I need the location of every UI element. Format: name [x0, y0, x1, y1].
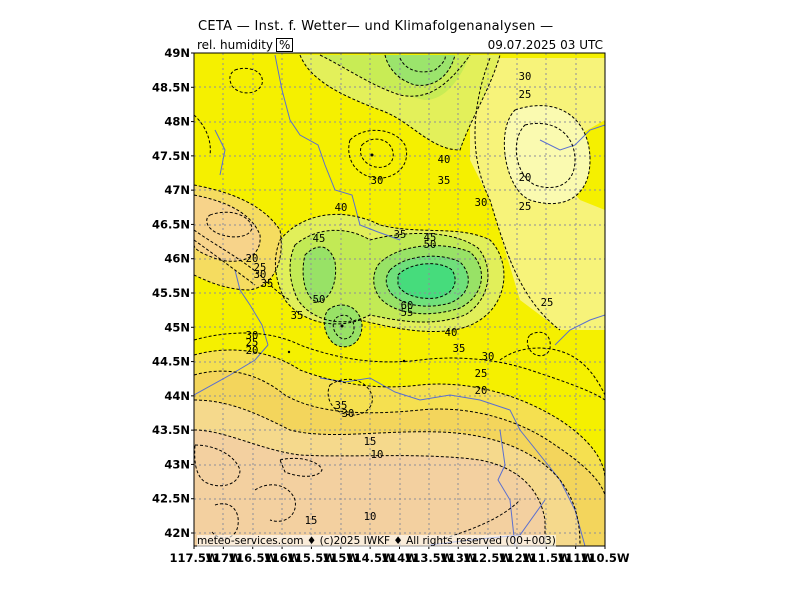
lon-label: 113.5W	[404, 551, 453, 565]
lon-label: 115W	[322, 551, 359, 565]
lon-label: 112W	[499, 551, 536, 565]
contour-label: 35	[291, 310, 304, 322]
contour-label: 25	[254, 262, 267, 274]
contour-label: 15	[305, 515, 318, 527]
lat-label: 47N	[164, 183, 190, 197]
contour-label: 30	[519, 71, 532, 83]
lat-label: 44.5N	[152, 355, 190, 369]
lon-label: 111W	[557, 551, 594, 565]
valid-time: 09.07.2025 03 UTC	[487, 38, 603, 52]
lon-label: 116.5W	[228, 551, 277, 565]
contour-label: 20	[519, 172, 532, 184]
contour-label: 20	[475, 385, 488, 397]
lat-label: 45N	[164, 320, 190, 334]
contour-label: 30	[482, 351, 495, 363]
contour-label: 40	[335, 202, 348, 214]
lon-label: 110.5W	[580, 551, 629, 565]
lat-label: 46N	[164, 252, 190, 266]
contour-label: 35	[453, 343, 466, 355]
lon-label: 111.5W	[522, 551, 571, 565]
humidity-contours	[194, 54, 605, 546]
contour-label: 60	[401, 300, 414, 312]
lon-label: 117W	[205, 551, 242, 565]
lon-label: 112.5W	[463, 551, 512, 565]
field-label: rel. humidity%	[197, 38, 294, 52]
lat-label: 44N	[164, 389, 190, 403]
station-dot	[370, 153, 374, 157]
contour-label: 30	[475, 197, 488, 209]
contour-label: 25	[519, 89, 532, 101]
station-dot	[402, 359, 406, 363]
contour-label: 25	[541, 297, 554, 309]
fill-60-65	[398, 263, 456, 299]
lon-label: 116W	[264, 551, 301, 565]
contour-label: 45	[424, 232, 437, 244]
footer-credit: meteo-services.com ♦ (c)2025 IWKF ♦ All …	[197, 535, 556, 547]
lon-label: 117.5W	[169, 551, 218, 565]
lat-label: 48.5N	[152, 80, 190, 94]
contour-label: 35	[438, 175, 451, 187]
contour-label: 50	[424, 239, 437, 251]
contour-label: 35	[261, 278, 274, 290]
contour-label: 30	[246, 330, 259, 342]
contour-label: 10	[364, 511, 377, 523]
contour-label: 10	[371, 449, 384, 461]
lat-lon-grid	[194, 53, 605, 546]
lat-label: 49N	[164, 46, 190, 60]
axis-ticks	[191, 52, 606, 549]
lat-label: 43.5N	[152, 423, 190, 437]
lat-label: 42N	[164, 526, 190, 540]
lon-label: 115.5W	[287, 551, 336, 565]
lon-label: 114.5W	[346, 551, 395, 565]
contour-label: 25	[519, 201, 532, 213]
lat-label: 47.5N	[152, 149, 190, 163]
station-dot	[340, 324, 344, 328]
latitude-labels: 49N 48.5N 48N 47.5N 47N 46.5N 46N 45.5N 45N 44.5N…	[152, 46, 190, 540]
contour-label: 45	[313, 233, 326, 245]
lat-label: 48N	[164, 115, 190, 129]
longitude-labels: 117.5W117W116.5W116W115.5W115W114.5W114W…	[169, 551, 629, 565]
page-title: CETA — Inst. f. Wetter— und Klimafolgena…	[198, 19, 554, 34]
contour-label: 30	[254, 269, 267, 281]
contour-label: 30	[371, 175, 384, 187]
contour-label: 30	[342, 408, 355, 420]
contour-label: 25	[475, 368, 488, 380]
lat-label: 42.5N	[152, 492, 190, 506]
contour-label: 35	[335, 400, 348, 412]
lat-label: 43N	[164, 457, 190, 471]
station-dot	[287, 350, 291, 354]
contour-label: 25	[246, 337, 259, 349]
contour-label: 50	[313, 294, 326, 306]
contour-label: 20	[246, 345, 259, 357]
lon-label: 113W	[440, 551, 477, 565]
contour-label: 55	[401, 307, 414, 319]
contour-label: 15	[364, 436, 377, 448]
lon-label: 114W	[381, 551, 418, 565]
lat-label: 45.5N	[152, 286, 190, 300]
field-name: rel. humidity	[197, 38, 274, 52]
contour-label: 20	[246, 253, 259, 265]
unit-label: %	[276, 38, 294, 52]
contour-label: 40	[438, 154, 451, 166]
contour-label: 35	[394, 229, 407, 241]
contour-label: 40	[445, 327, 458, 339]
lat-label: 46.5N	[152, 217, 190, 231]
fill-15-20-west	[194, 195, 261, 262]
